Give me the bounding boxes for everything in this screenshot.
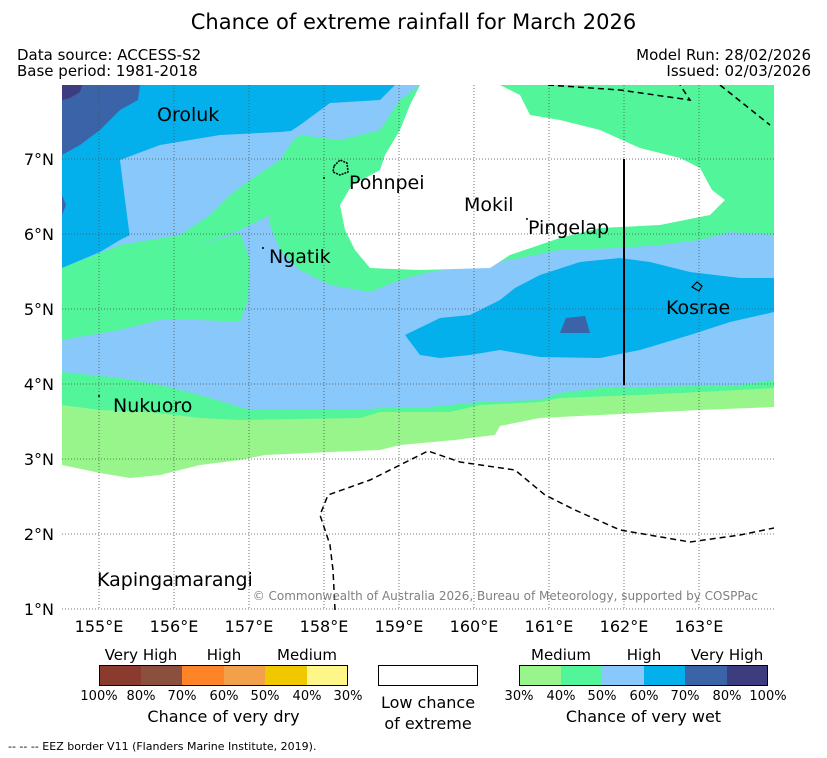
lon-label: 162°E [599, 617, 649, 636]
place-nukuoro: Nukuoro [113, 395, 193, 417]
rainfall-map [62, 85, 774, 610]
dry-tick: 60% [209, 689, 239, 704]
data-source: Data source: ACCESS-S2 [17, 46, 202, 64]
place-oroluk: Oroluk [157, 104, 220, 126]
wet-tick: 50% [587, 689, 617, 704]
lat-label: 6°N [23, 225, 54, 244]
wet-swatch-70-80 [685, 665, 727, 686]
lat-label: 4°N [23, 375, 54, 394]
wet-tick: 100% [749, 689, 787, 704]
dry-swatch-40-30 [307, 665, 348, 686]
low-chance-caption-1: Low chance [380, 693, 476, 712]
dry-category-label: High [206, 646, 242, 664]
dry-tick: 40% [292, 689, 322, 704]
lon-label: 163°E [674, 617, 724, 636]
dry-swatch-50-40 [265, 665, 307, 686]
wet-tick: 80% [712, 689, 742, 704]
place-kapingamarangi: Kapingamarangi [97, 569, 253, 591]
lon-label: 155°E [74, 617, 124, 636]
ngatik-atoll [262, 247, 264, 249]
eez-border [319, 85, 774, 610]
place-pingelap: Pingelap [528, 217, 610, 239]
wet-tick: 30% [504, 689, 534, 704]
model-run: Model Run: 28/02/2026 [636, 46, 811, 64]
lon-label: 158°E [299, 617, 349, 636]
wet-swatch-40-50 [561, 665, 602, 686]
low-chance-swatch [378, 665, 478, 686]
dry-category-label: Very High [104, 646, 178, 664]
wet-tick: 40% [546, 689, 576, 704]
wet-tick: 70% [670, 689, 700, 704]
pingelap-atoll [526, 218, 528, 220]
wet-caption: Chance of very wet [565, 707, 722, 726]
map-title: Chance of extreme rainfall for March 202… [190, 10, 637, 34]
dry-tick: 100% [80, 689, 118, 704]
eez-footnote: -- -- -- EEZ border V11 (Flanders Marine… [8, 740, 317, 753]
place-mokil: Mokil [464, 194, 514, 216]
lon-label: 160°E [449, 617, 499, 636]
issued-date: Issued: 02/03/2026 [666, 62, 811, 80]
wet-tick: 60% [629, 689, 659, 704]
place-kosrae: Kosrae [666, 297, 731, 319]
wet-swatch-60-70 [644, 665, 685, 686]
dry-tick: 70% [167, 689, 197, 704]
place-ngatik: Ngatik [269, 246, 331, 268]
wet-category-label: Medium [531, 646, 591, 664]
lat-label: 5°N [23, 300, 54, 319]
wet-swatch-80-100 [727, 665, 768, 686]
lat-label: 1°N [23, 600, 54, 619]
lat-label: 7°N [23, 150, 54, 169]
dry-swatch-70-60 [182, 665, 224, 686]
kosrae-island [691, 281, 703, 292]
lon-label: 161°E [524, 617, 574, 636]
pohnpei-island [332, 159, 349, 176]
lon-label: 156°E [149, 617, 199, 636]
dry-swatch-60-50 [224, 665, 265, 686]
base-period: Base period: 1981-2018 [17, 62, 198, 80]
lat-label: 3°N [23, 450, 54, 469]
low-chance-caption-2: of extreme [384, 714, 472, 733]
dry-swatch-80-70 [141, 665, 182, 686]
low-chance-region [340, 85, 725, 270]
wet-category-label: Very High [690, 646, 764, 664]
nukuoro-atoll [98, 395, 100, 397]
dry-category-label: Medium [277, 646, 337, 664]
copyright-notice: © Commonwealth of Australia 2026, Bureau… [252, 589, 758, 603]
dry-tick: 30% [333, 689, 363, 704]
dry-tick: 80% [126, 689, 156, 704]
dry-caption: Chance of very dry [147, 707, 300, 726]
dry-tick: 50% [250, 689, 280, 704]
wet-70-80-region [62, 85, 140, 155]
wet-category-label: High [626, 646, 662, 664]
lon-label: 159°E [374, 617, 424, 636]
wet-swatch-50-60 [602, 665, 644, 686]
dry-swatch-100-80 [99, 665, 141, 686]
lon-label: 157°E [224, 617, 274, 636]
wet-swatch-30-40 [519, 665, 561, 686]
place-pohnpei: Pohnpei [349, 172, 425, 194]
lat-label: 2°N [23, 525, 54, 544]
